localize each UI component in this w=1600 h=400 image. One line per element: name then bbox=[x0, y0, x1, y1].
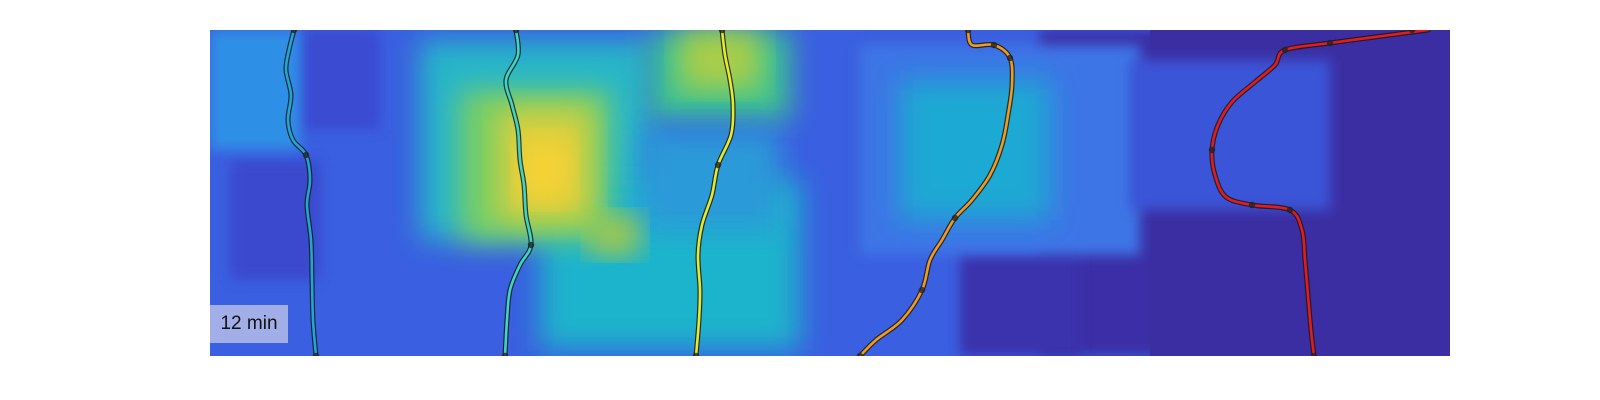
track-1-marker bbox=[290, 30, 298, 34]
track-5 bbox=[1208, 30, 1431, 356]
track-3-marker bbox=[692, 352, 700, 356]
track-4-marker bbox=[964, 30, 972, 34]
track-2 bbox=[501, 30, 535, 356]
track-2-marker bbox=[501, 352, 509, 356]
track-3-marker bbox=[714, 161, 722, 169]
track-2-marker bbox=[527, 241, 535, 249]
track-4-marker bbox=[918, 286, 926, 294]
track-3-marker bbox=[718, 30, 726, 34]
track-4 bbox=[856, 30, 1015, 356]
track-4-marker bbox=[951, 214, 959, 222]
track-4-marker bbox=[990, 41, 998, 49]
time-stamp-label: 12 min bbox=[210, 305, 288, 343]
track-4-marker bbox=[1006, 54, 1014, 62]
track-5-marker bbox=[1281, 46, 1289, 54]
track-2-marker bbox=[512, 30, 520, 34]
track-5-marker bbox=[1248, 201, 1256, 209]
track-4-marker bbox=[856, 352, 864, 356]
track-1-marker bbox=[302, 151, 310, 159]
track-1-marker bbox=[312, 352, 320, 356]
track-1 bbox=[283, 30, 320, 356]
track-5-marker bbox=[1310, 352, 1318, 356]
track-4-line bbox=[858, 30, 1014, 356]
track-5-marker bbox=[1286, 206, 1294, 214]
track-5-marker bbox=[1408, 30, 1416, 34]
track-2-line bbox=[503, 30, 533, 356]
track-5-marker bbox=[1326, 39, 1334, 47]
heatmap-background bbox=[210, 30, 1450, 356]
track-3-line bbox=[694, 30, 735, 356]
track-3 bbox=[692, 30, 736, 356]
tracks-layer bbox=[283, 30, 1431, 356]
track-5-marker bbox=[1208, 146, 1216, 154]
